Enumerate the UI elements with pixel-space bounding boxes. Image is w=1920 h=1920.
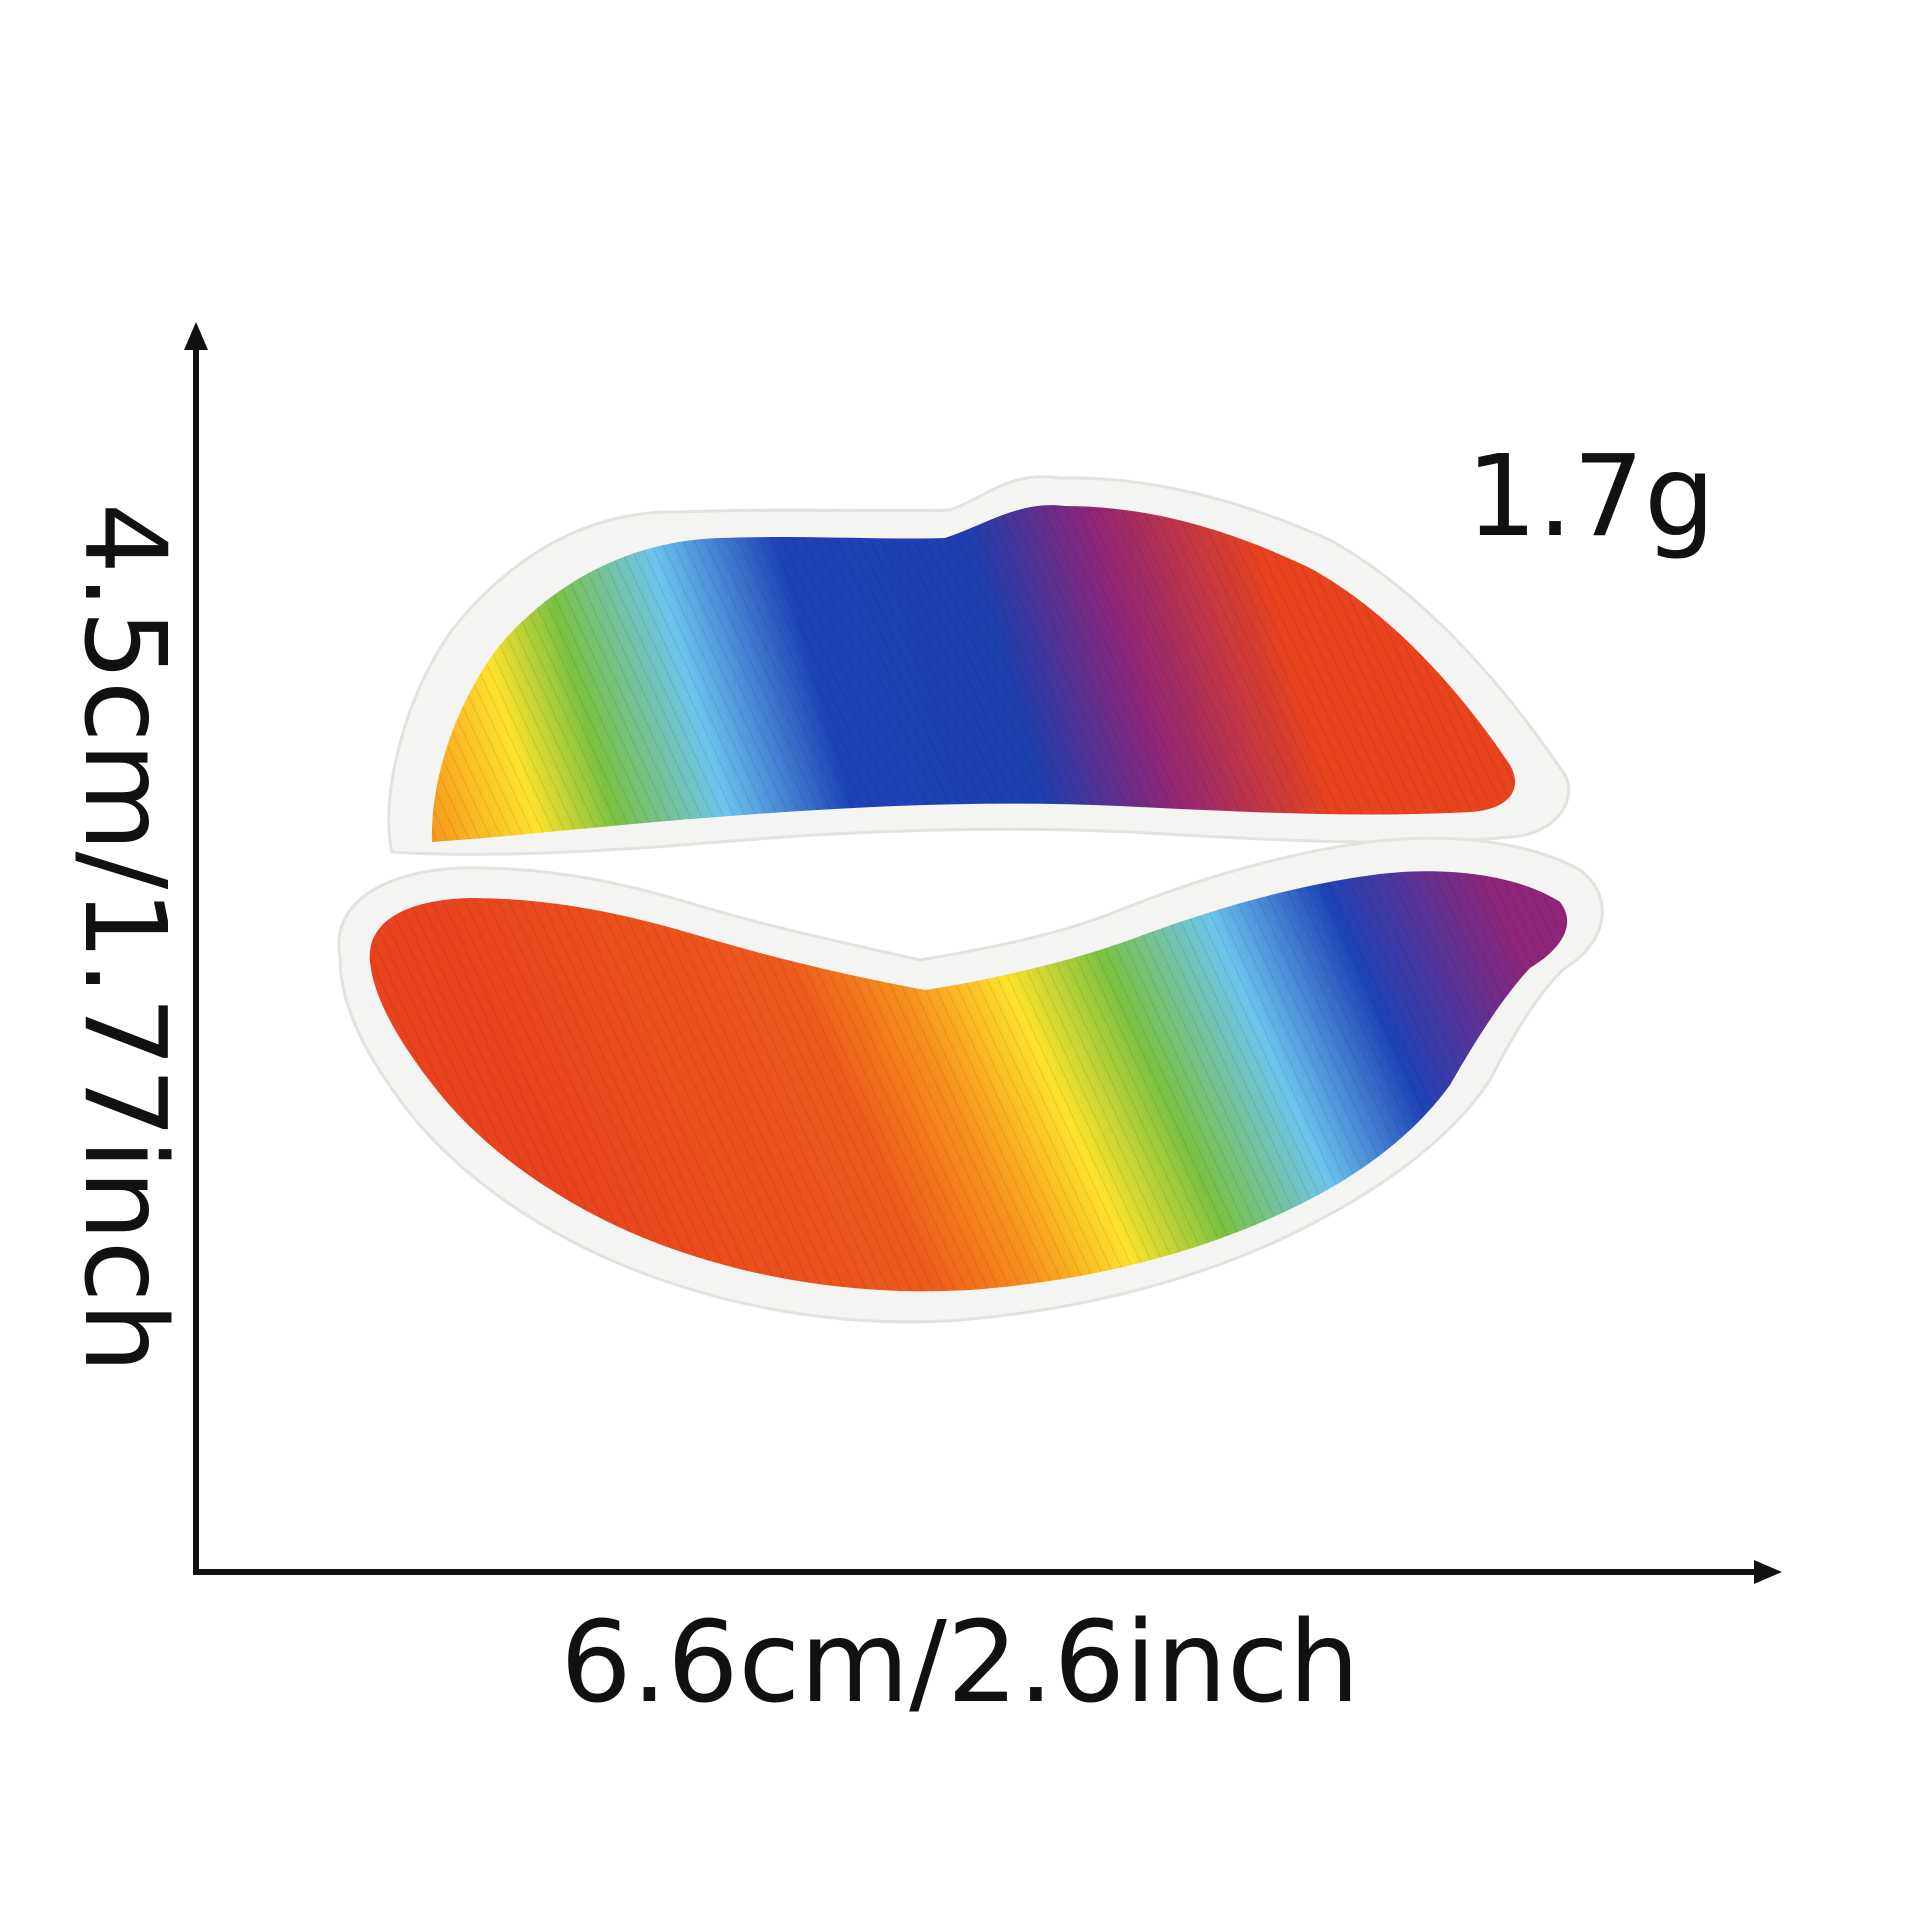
height-dimension-label: 4.5cm/1.77inch — [59, 502, 189, 1374]
lips-patch — [337, 475, 1604, 1324]
up-arrow-icon — [184, 322, 208, 350]
width-dimension-label: 6.6cm/2.6inch — [560, 1598, 1360, 1728]
weight-label: 1.7g — [1466, 432, 1716, 562]
right-arrow-icon — [1754, 1560, 1782, 1584]
dimension-axes — [184, 322, 1782, 1584]
